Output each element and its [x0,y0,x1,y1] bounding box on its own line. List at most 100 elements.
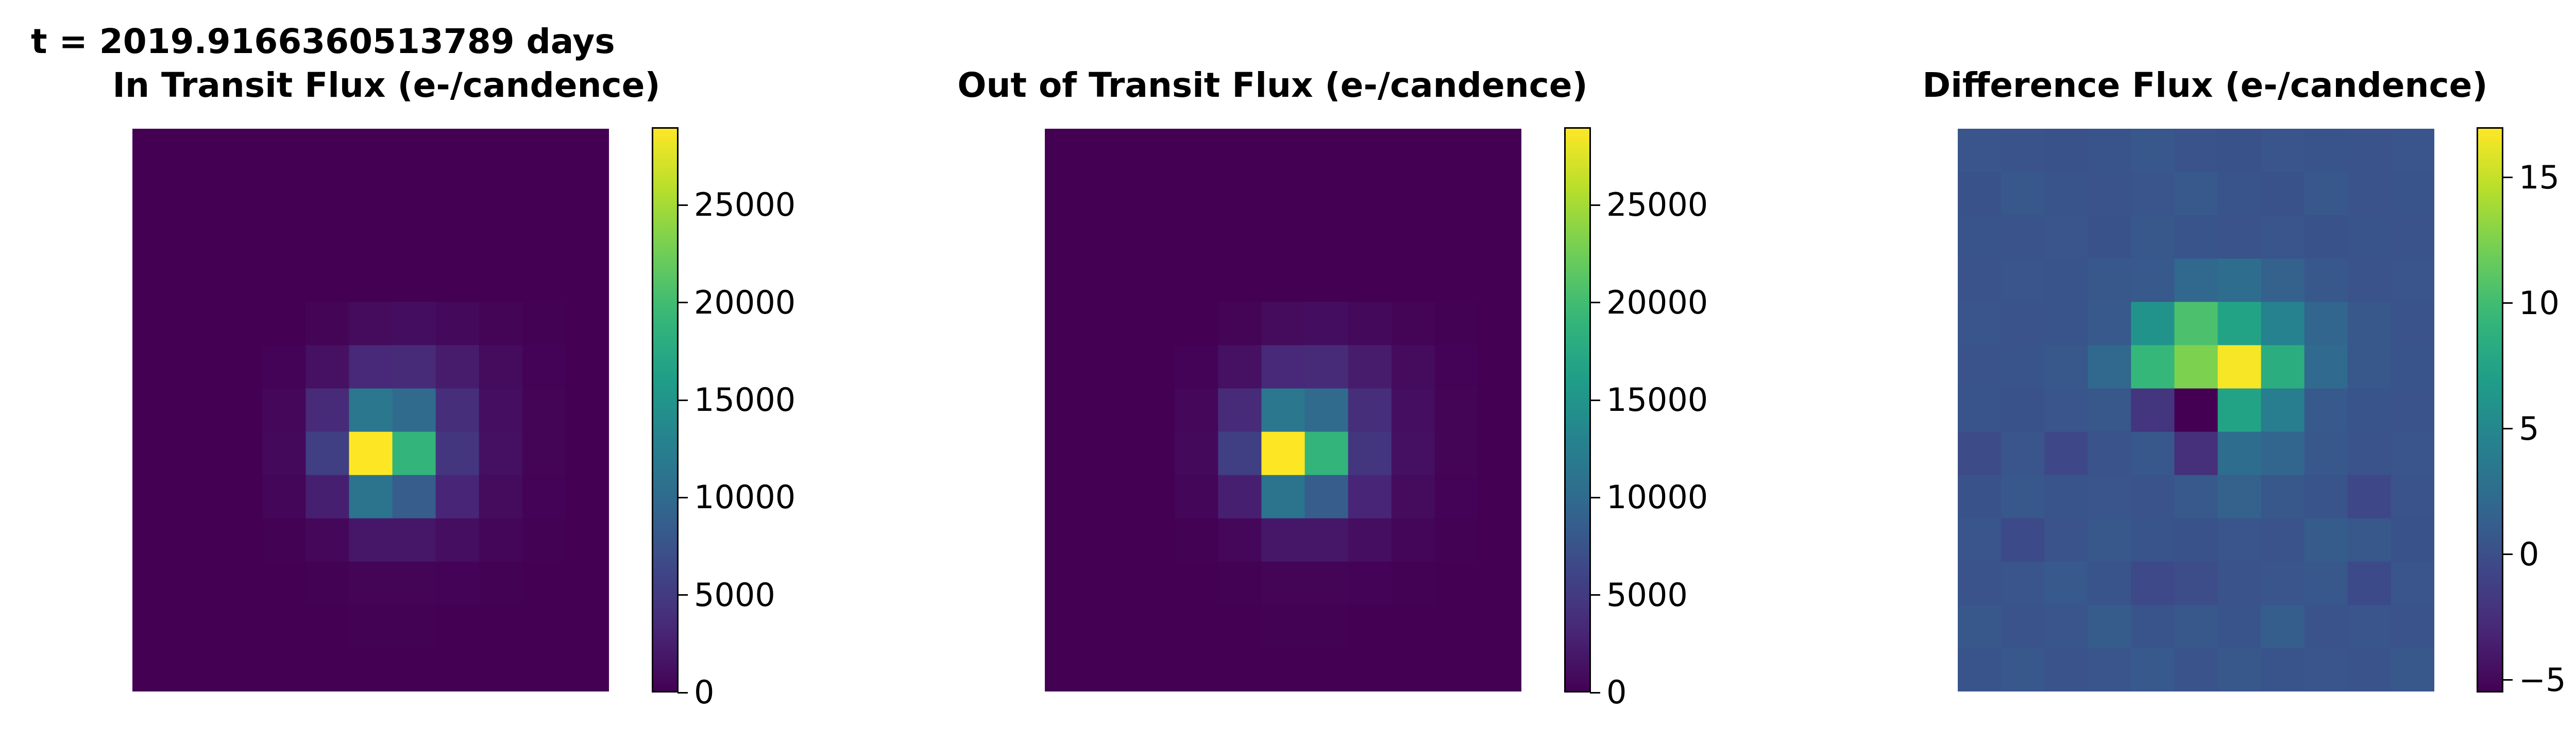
heatmap-cell [435,604,480,649]
colorbar-tick [2502,553,2513,556]
heatmap-cell [1218,431,1262,476]
colorbar-tick-label: 15000 [1606,381,1708,419]
colorbar-tick [2502,679,2513,681]
heatmap-cell [1391,215,1435,259]
heatmap-cell [1131,604,1175,649]
heatmap-cell [435,388,480,432]
heatmap-cell [306,388,350,432]
heatmap-cell [2391,604,2434,649]
panel-3-title: Difference Flux (e-/candence) [1922,65,2488,105]
heatmap-cell [435,475,480,519]
heatmap-cell [1088,258,1132,302]
heatmap-cell [2217,129,2262,172]
heatmap-cell [1045,518,1089,562]
heatmap-cell [132,604,176,649]
heatmap-cell [176,172,219,216]
colorbar-tick [2502,428,2513,430]
heatmap-cell [1391,648,1435,691]
heatmap-cell [219,172,263,216]
heatmap-cell [1088,561,1132,605]
heatmap-cell [392,258,436,302]
heatmap-cell [1478,129,1521,172]
heatmap-cell [1175,431,1218,476]
heatmap-cell [2347,345,2392,389]
heatmap-cell [2347,431,2392,476]
heatmap-cell [2088,518,2131,562]
panel-2-title: Out of Transit Flux (e-/candence) [957,65,1588,105]
heatmap-cell [2217,258,2262,302]
heatmap-cell [132,431,176,476]
time-label: t = 2019.9166360513789 days [31,22,615,61]
heatmap-cell [262,129,306,172]
heatmap-cell [2261,302,2305,345]
heatmap-cell [2174,518,2218,562]
heatmap-cell [2044,302,2088,345]
heatmap-cell [1131,215,1175,259]
heatmap-cell [435,172,480,216]
heatmap-cell [2088,215,2131,259]
heatmap-cell [2131,258,2175,302]
heatmap-cell [435,345,480,389]
heatmap-cell [1261,648,1306,691]
heatmap-cell [522,302,566,345]
heatmap-cell [2001,215,2045,259]
colorbar-tick [1590,302,1600,304]
heatmap-cell [132,475,176,519]
colorbar-tick [1590,594,1600,596]
heatmap-cell [262,215,306,259]
heatmap-cell [1088,431,1132,476]
heatmap-cell [1391,172,1435,216]
heatmap-cell [435,302,480,345]
heatmap-cell [1175,345,1218,389]
colorbar-tick-label: 15000 [694,381,796,419]
heatmap-cell [1175,258,1218,302]
heatmap-cell [2044,475,2088,519]
heatmap-cell [565,388,609,432]
heatmap-cell [2131,518,2175,562]
heatmap-cell [1348,648,1392,691]
heatmap-cell [1958,172,2002,216]
colorbar-tick [2502,177,2513,179]
heatmap-cell [1478,388,1521,432]
heatmap-cell [1175,648,1218,691]
heatmap-cell [2131,345,2175,389]
heatmap-cell [262,431,306,476]
heatmap-cell [2001,258,2045,302]
heatmap-cell [2304,215,2348,259]
heatmap-cell [306,258,350,302]
heatmap-cell [479,604,523,649]
heatmap-cell [1218,215,1262,259]
colorbar-tick [677,496,688,498]
heatmap-cell [2217,561,2262,605]
heatmap-cell [2174,561,2218,605]
heatmap-cell [176,258,219,302]
heatmap-cell [1261,561,1306,605]
heatmap-cell [2391,215,2434,259]
heatmap-cell [219,518,263,562]
heatmap-cell [2217,431,2262,476]
heatmap-cell [2347,648,2392,691]
heatmap-cell [1478,345,1521,389]
heatmap-cell [1391,129,1435,172]
heatmap-cell [2304,431,2348,476]
heatmap-cell [392,172,436,216]
heatmap-cell [219,475,263,519]
heatmap-cell [1348,172,1392,216]
heatmap-cell [2131,561,2175,605]
heatmap-cell [2131,302,2175,345]
panel-1-colorbar [652,127,679,693]
heatmap-cell [435,518,480,562]
heatmap-cell [1478,258,1521,302]
heatmap-cell [2131,129,2175,172]
heatmap-cell [1391,302,1435,345]
heatmap-cell [1958,258,2002,302]
heatmap-cell [435,431,480,476]
heatmap-cell [2391,302,2434,345]
heatmap-cell [565,518,609,562]
heatmap-cell [2391,258,2434,302]
heatmap-cell [2261,172,2305,216]
heatmap-cell [2044,561,2088,605]
heatmap-cell [2131,172,2175,216]
heatmap-cell [349,475,393,519]
heatmap-cell [1175,518,1218,562]
